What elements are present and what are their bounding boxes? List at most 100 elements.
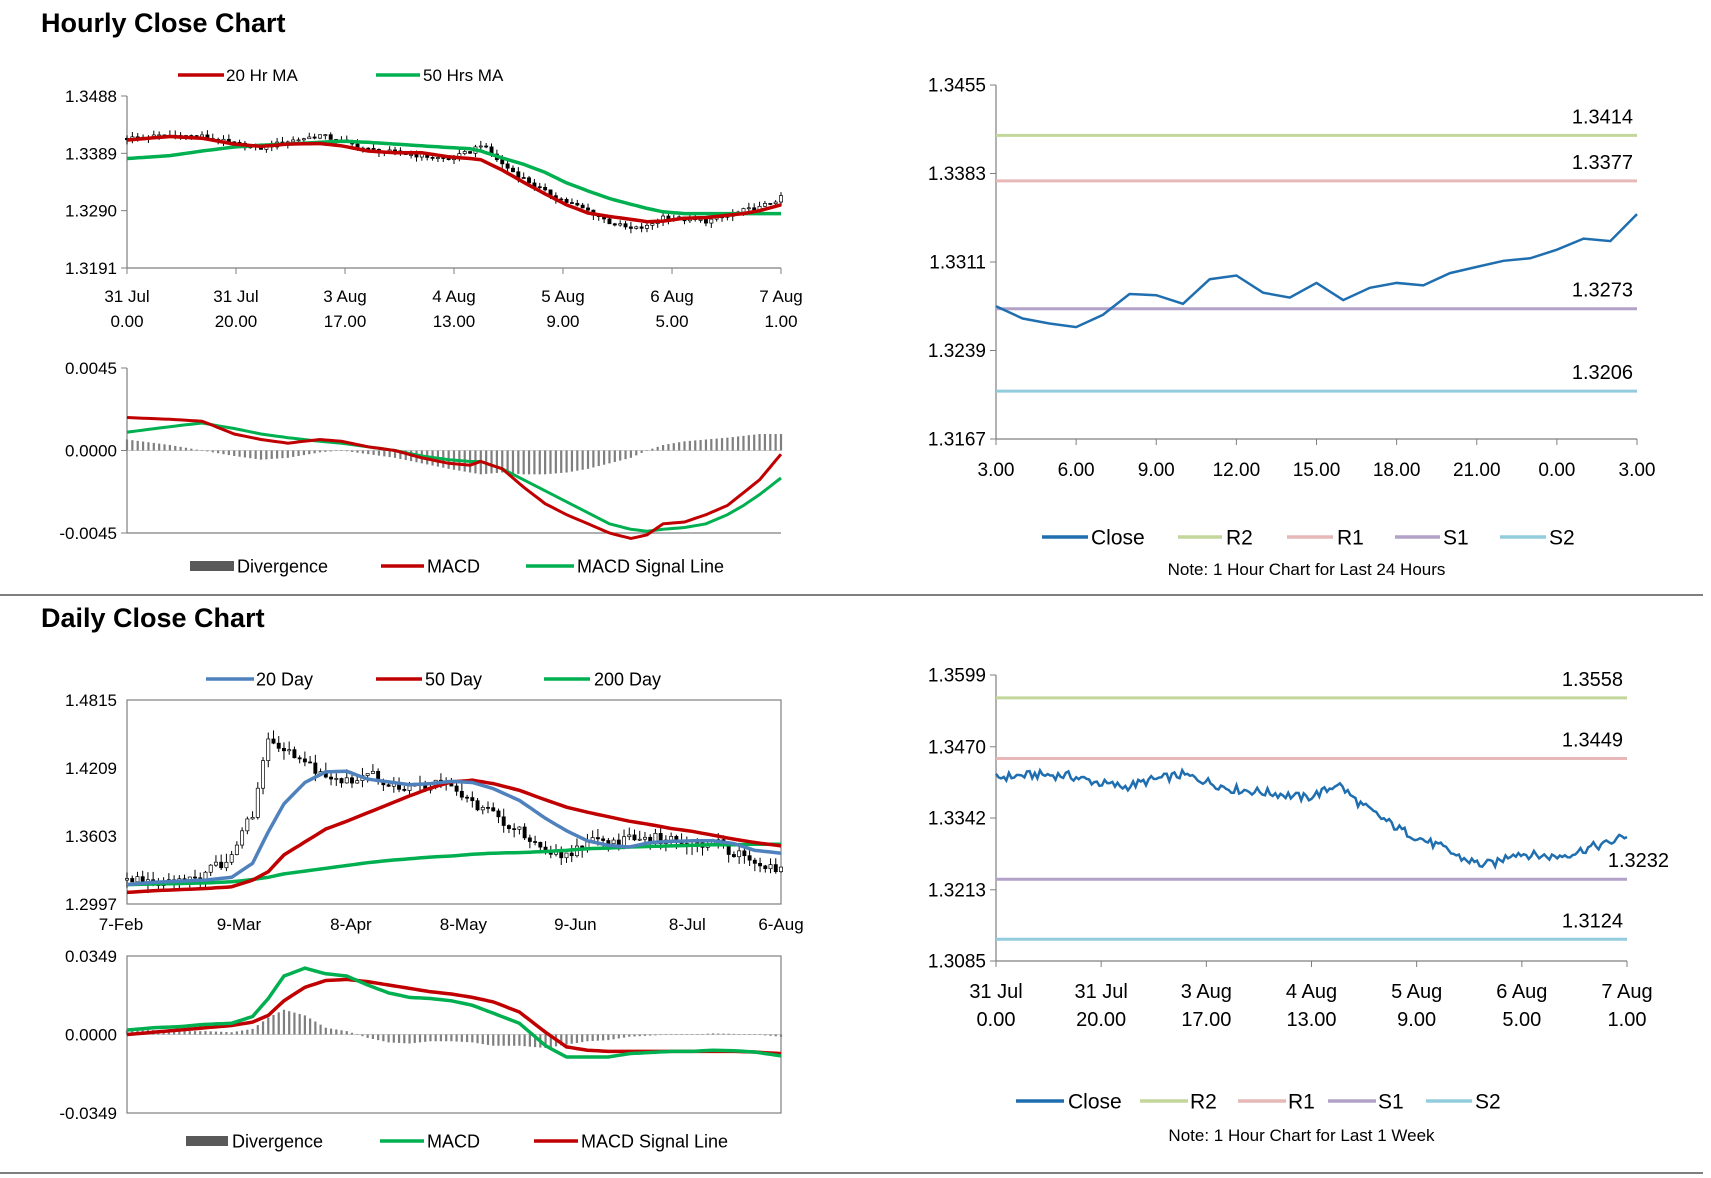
divergence-bar	[696, 1034, 699, 1035]
candle-body	[287, 749, 292, 752]
divergence-bar	[217, 450, 220, 454]
candle-body	[328, 134, 333, 140]
divergence-bar	[214, 1031, 218, 1035]
divergence-bar	[774, 434, 777, 451]
candle-body	[339, 778, 344, 784]
candle-body	[478, 145, 483, 148]
y-tick-label: 1.3603	[65, 827, 117, 846]
divergence-bar	[602, 450, 606, 465]
y-tick-label: -0.0045	[59, 524, 117, 543]
divergence-bar	[230, 1032, 233, 1035]
candle-body	[622, 836, 626, 847]
divergence-bar	[125, 439, 129, 451]
divergence-bar	[256, 1025, 259, 1035]
y-tick-label: 1.3342	[928, 809, 986, 830]
divergence-bar	[717, 1033, 720, 1035]
candle-body	[312, 136, 317, 139]
divergence-bar	[779, 1034, 783, 1037]
divergence-bar	[179, 446, 182, 451]
x-tick-label: 3 Aug	[1181, 981, 1232, 1003]
divergence-bar	[366, 1034, 369, 1038]
x-tick-label: 9.00	[1397, 1009, 1436, 1031]
divergence-bar	[270, 450, 273, 459]
x-tick-label: 0.00	[110, 312, 143, 331]
candle-body	[747, 855, 752, 861]
divergence-bar	[699, 439, 702, 451]
divergence-bar	[544, 450, 547, 475]
divergence-bar	[141, 441, 145, 451]
hourly-24h-chart: 1.3455 1.3383 1.3311 1.3239 1.3167 1.3414 1.33…	[928, 76, 1656, 579]
x-tick-label: 7 Aug	[1601, 981, 1652, 1003]
divergence-bar	[309, 1018, 312, 1035]
divergence-bar	[286, 450, 289, 458]
candle-body	[742, 850, 747, 857]
candle-body	[768, 203, 773, 205]
divergence-bar	[350, 1032, 354, 1035]
divergence-bar	[292, 450, 295, 457]
divergence-bar	[586, 1034, 589, 1042]
candle-body	[291, 139, 296, 143]
divergence-bar	[670, 1034, 673, 1035]
candle-body	[569, 852, 574, 857]
candle-body	[130, 878, 135, 883]
candle-body	[632, 834, 637, 841]
divergence-bar	[527, 450, 531, 475]
divergence-bar	[351, 450, 354, 452]
candle-body	[607, 218, 612, 225]
candle-body	[480, 807, 485, 811]
x-tick-label: 31 Jul	[1074, 981, 1127, 1003]
x-tick-label: 13.00	[1286, 1009, 1336, 1031]
x-tick-label: 3 Aug	[323, 287, 367, 306]
candle-body	[559, 851, 564, 859]
divergence-bar	[747, 435, 750, 451]
divergence-bar	[225, 1032, 228, 1035]
x-tick-label: 5.00	[1502, 1009, 1541, 1031]
day200-line	[126, 842, 781, 887]
candle-body	[611, 839, 616, 845]
divergence-bar	[324, 1027, 327, 1035]
hourly-price-chart: 1.3488 1.3389 1.3290 1.3191 31 Jul 0.00 31 Jul…	[65, 66, 803, 331]
divergence-bar	[345, 450, 348, 452]
divergence-bar	[706, 1033, 709, 1035]
divergence-bar	[688, 440, 691, 451]
candle-body	[430, 157, 435, 159]
divergence-bar	[302, 450, 306, 456]
candle-body	[643, 836, 647, 840]
candle-body	[575, 202, 580, 206]
divergence-bar	[517, 450, 520, 474]
divergence-bar	[372, 450, 375, 455]
x-tick-label: 13.00	[433, 312, 476, 331]
candle-body	[521, 177, 526, 179]
candle-body	[386, 784, 391, 787]
divergence-bar	[764, 1034, 767, 1036]
divergence-bar	[204, 1031, 207, 1035]
divergence-bar	[664, 1034, 667, 1035]
divergence-bar	[429, 1034, 432, 1042]
legend: 20 Hr MA 50 Hrs MA	[178, 66, 504, 85]
chart-note: Note: 1 Hour Chart for Last 24 Hours	[1168, 560, 1446, 579]
divergence-bar	[383, 450, 386, 457]
candle-body	[527, 177, 531, 184]
candle-body	[462, 151, 467, 154]
divergence-bar	[265, 450, 268, 460]
divergence-bar	[408, 1034, 411, 1044]
divergence-bar	[533, 1034, 537, 1048]
divergence-bar	[183, 1031, 186, 1035]
candle-body	[564, 852, 569, 859]
candle-body	[366, 147, 371, 150]
divergence-bar	[227, 450, 230, 456]
divergence-bar	[251, 1028, 254, 1035]
candle-body	[240, 830, 245, 846]
candle-body	[623, 223, 628, 228]
candle-body	[213, 861, 218, 866]
divergence-bar	[501, 450, 504, 473]
candle-body	[569, 202, 574, 204]
divergence-bar	[393, 450, 397, 458]
x-tick-label: 9.00	[1138, 460, 1175, 481]
divergence-bar	[490, 450, 493, 474]
x-tick-label: 5 Aug	[541, 287, 585, 306]
divergence-bar	[382, 1034, 385, 1042]
divergence-bar	[136, 440, 139, 451]
x-tick-label: 6 Aug	[650, 287, 694, 306]
candle-body	[731, 854, 736, 858]
